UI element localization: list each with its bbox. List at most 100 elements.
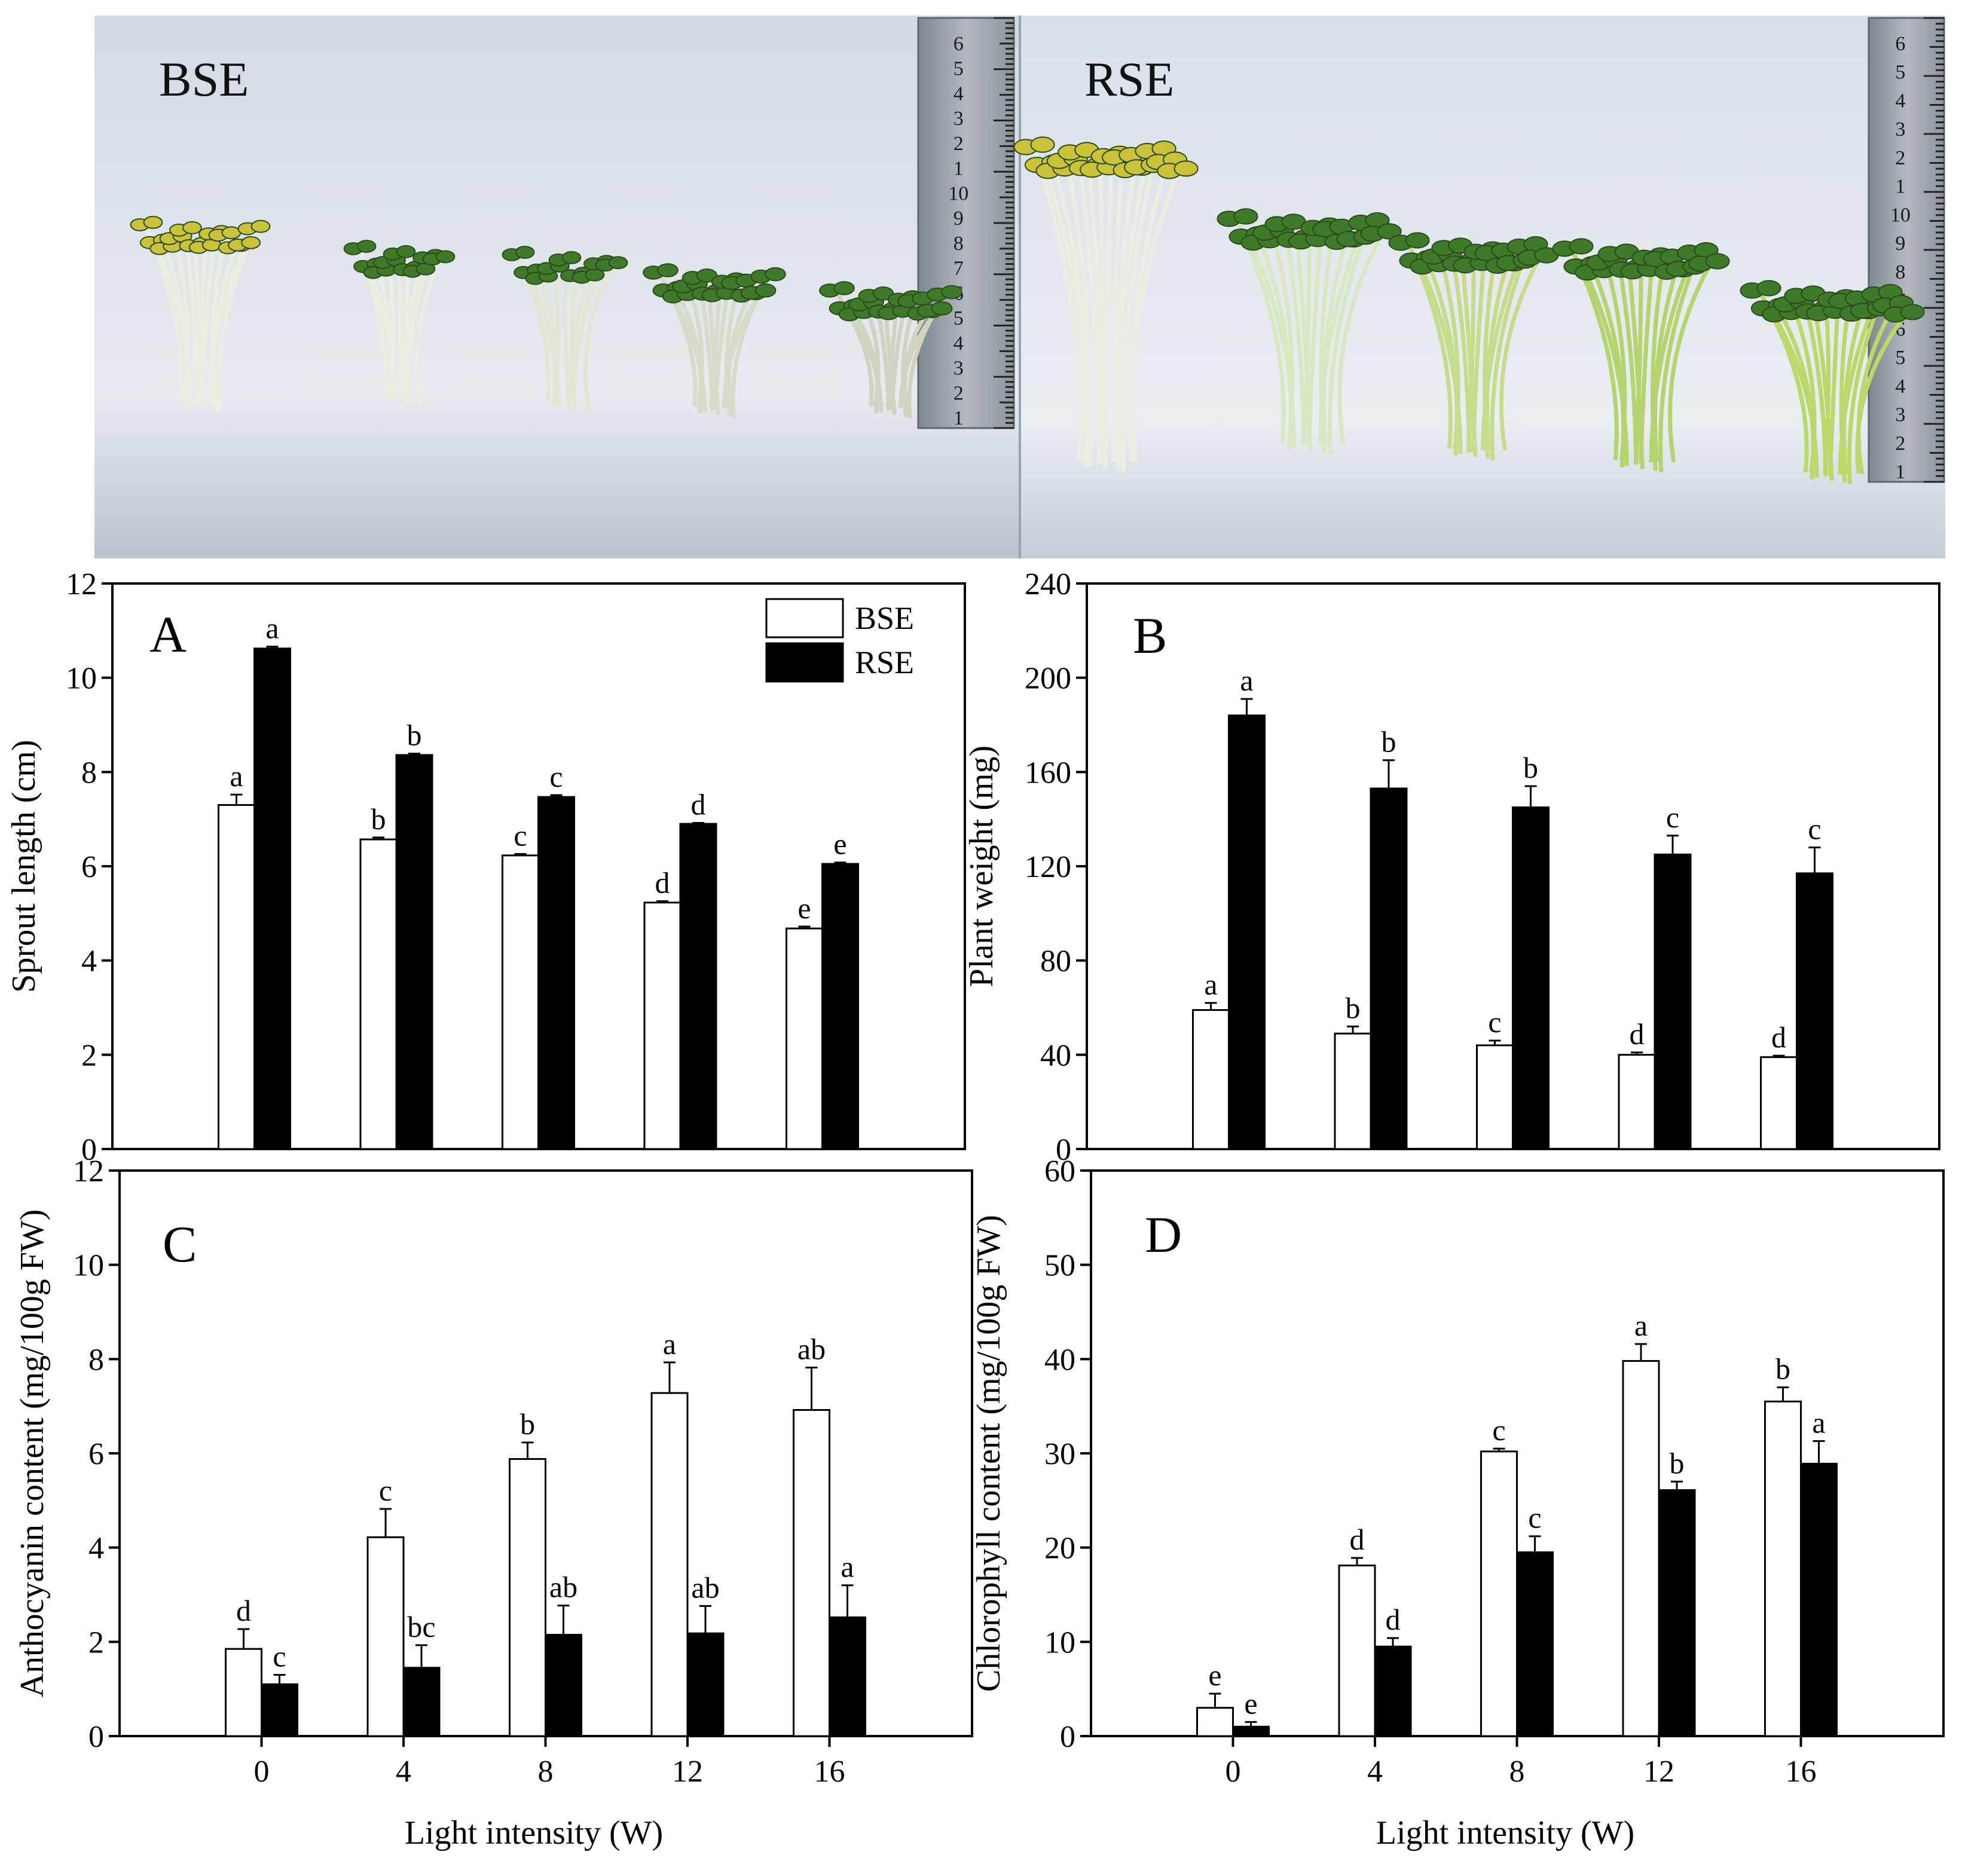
sprout-leaf xyxy=(657,263,679,277)
sprout-leaf xyxy=(1569,238,1594,255)
sprout-stem xyxy=(1842,315,1862,474)
x-tick-label: 4 xyxy=(1367,1755,1383,1789)
significance-letter: c xyxy=(1808,812,1821,845)
photo-label-rse: RSE xyxy=(1084,52,1174,106)
bar-bse-8 xyxy=(1476,1044,1514,1150)
y-tick-label: 8 xyxy=(81,756,97,790)
sprout-stem xyxy=(1307,230,1324,446)
ruler-digit: 5 xyxy=(954,58,964,80)
x-tick-label: 4 xyxy=(396,1755,411,1789)
sprout-leaf xyxy=(515,246,535,259)
sprout-stem xyxy=(1322,243,1347,444)
ruler-digit: 5 xyxy=(954,307,964,329)
chart-panel-a: 0 2 4 6 8 10 12 Sprout length (cm) Aa a b b cc d d ee BS… xyxy=(5,567,966,1167)
sprout-stem xyxy=(173,240,190,401)
panel-letter: B xyxy=(1133,607,1167,664)
sprout-leaf xyxy=(396,245,416,258)
sprout-stem xyxy=(415,260,441,405)
bar-bse-4 xyxy=(366,1536,405,1737)
significance-letter: bc xyxy=(407,1610,435,1643)
sprout-leaf xyxy=(941,285,962,300)
y-axis-label: Anthocyanin content (mg/100g FW) xyxy=(14,1209,51,1698)
sprout-leaf xyxy=(356,240,377,253)
significance-letter: c xyxy=(1488,1006,1501,1039)
sprout-stem xyxy=(1856,307,1895,475)
significance-letter: ab xyxy=(549,1571,577,1604)
y-tick-label: 30 xyxy=(1044,1437,1075,1471)
y-tick-label: 0 xyxy=(1060,1720,1075,1754)
sprout-stem xyxy=(583,266,614,411)
y-tick-label: 2 xyxy=(88,1626,104,1660)
sprout-leaf xyxy=(754,283,777,298)
sprout-photo: 65432110987654321 65432110987654321 BSE … xyxy=(94,16,1945,558)
bar-rse-4 xyxy=(395,754,433,1150)
significance-letter: c xyxy=(1666,800,1679,834)
sprout-stem xyxy=(1605,264,1627,461)
y-tick-label: 240 xyxy=(1025,567,1071,601)
bar-bse-0 xyxy=(1192,1009,1230,1150)
ruler-digit: 6 xyxy=(954,33,964,55)
sprout-stem xyxy=(404,259,431,398)
sprout-leaf xyxy=(561,251,582,264)
bar-rse-8 xyxy=(537,796,575,1150)
bar-rse-16 xyxy=(1800,1462,1838,1737)
sprout-leaf xyxy=(931,301,953,316)
x-tick-label: 8 xyxy=(538,1755,554,1789)
bar-bse-16 xyxy=(1760,1056,1798,1150)
legend-swatch-bse xyxy=(765,598,844,638)
ruler-right: 65432110987654321 xyxy=(1868,17,1945,483)
sprout-leaf xyxy=(250,219,271,233)
y-tick-label: 10 xyxy=(66,662,97,696)
sprout-stem xyxy=(199,236,218,404)
significance-letter: e xyxy=(1244,1686,1257,1720)
significance-letter: b xyxy=(371,802,386,836)
chart-panel-b: 0 40 80 120 160 200 240 Plant weight (mg) Ba a b b c… xyxy=(963,567,1940,1167)
significance-letter: a xyxy=(265,612,279,645)
sprout-leaf xyxy=(1173,160,1199,177)
sprout-stem xyxy=(1417,262,1463,454)
sprout-stem xyxy=(1499,259,1541,451)
sprout-stem xyxy=(1271,234,1295,443)
sprout-stem xyxy=(195,249,207,401)
ruler-digit: 4 xyxy=(954,332,964,355)
sprout-stem xyxy=(399,273,421,395)
bar-rse-8 xyxy=(1516,1551,1554,1737)
sprout-stem xyxy=(1129,172,1180,462)
significance-letter: c xyxy=(273,1640,286,1673)
ruler-digit: 3 xyxy=(954,108,964,130)
bar-bse-0 xyxy=(225,1648,262,1737)
ruler-digit: 4 xyxy=(1895,375,1905,398)
y-axis-label: Chlorophyll content (mg/100g FW) xyxy=(970,1215,1007,1692)
significance-letter: b xyxy=(520,1407,535,1441)
bar-rse-12 xyxy=(1658,1489,1696,1737)
sprout-leaf xyxy=(182,221,202,234)
significance-letter: c xyxy=(1528,1501,1541,1535)
y-tick-label: 4 xyxy=(81,945,97,979)
y-tick-label: 20 xyxy=(1044,1532,1075,1566)
ruler-digit: 1 xyxy=(1895,176,1905,198)
sprout-stem xyxy=(1480,264,1519,451)
bar-bse-12 xyxy=(1622,1359,1660,1737)
bar-bse-16 xyxy=(793,1408,830,1737)
bar-bse-16 xyxy=(1764,1400,1802,1737)
sprout-stem xyxy=(1120,152,1158,473)
bar-bse-8 xyxy=(1480,1450,1518,1737)
sprout-stem xyxy=(1337,235,1383,445)
sprout-stem xyxy=(1634,273,1643,461)
bar-bse-0 xyxy=(218,804,255,1150)
significance-letter: d xyxy=(1386,1603,1401,1636)
sprout-stem xyxy=(1235,220,1286,443)
photo-label-bse: BSE xyxy=(159,52,249,106)
sprout-stem xyxy=(1096,172,1105,461)
sprout-stem xyxy=(1770,310,1819,478)
sprout-stem xyxy=(1111,169,1147,463)
ruler-digit: 5 xyxy=(1895,62,1905,84)
sprout-stem xyxy=(216,230,256,413)
sprout-stem xyxy=(1649,270,1689,463)
y-tick-label: 60 xyxy=(1044,1154,1075,1188)
bar-rse-16 xyxy=(1796,872,1833,1150)
sprout-stem xyxy=(207,246,246,403)
bar-rse-12 xyxy=(1654,853,1692,1150)
significance-letter: b xyxy=(1346,991,1361,1025)
x-axis-label: Light intensity (W) xyxy=(405,1814,663,1851)
